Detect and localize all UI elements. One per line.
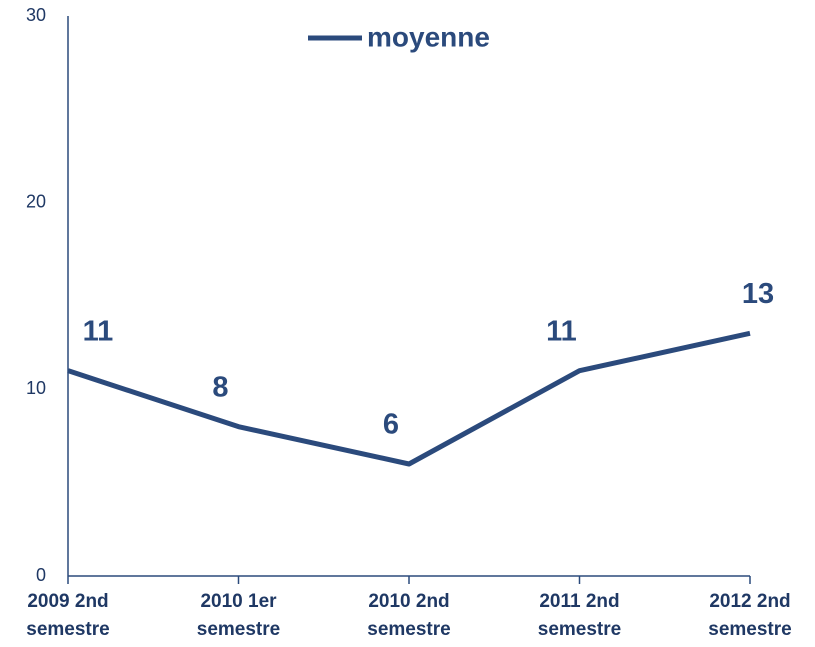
data-label: 6 (383, 409, 399, 441)
data-label: 11 (83, 315, 114, 347)
data-label: 13 (742, 278, 774, 310)
y-tick-label: 0 (36, 565, 46, 585)
y-tick-label: 30 (26, 5, 46, 25)
x-tick-label: 2009 2nd semestre (26, 591, 110, 640)
legend-label: moyenne (367, 21, 490, 52)
data-label: 8 (212, 371, 228, 403)
line-series (67, 330, 751, 467)
x-tick-label: 2011 2nd semestre (537, 591, 622, 640)
y-tick-label: 10 (26, 378, 46, 398)
x-tick-label: 2012 2nd semestre (708, 591, 792, 640)
x-tick-label: 2010 1er semestre (196, 591, 281, 640)
data-label: 11 (546, 315, 577, 347)
y-tick-label: 20 (26, 191, 46, 211)
x-tick-label: 2010 2nd semestre (367, 591, 451, 640)
